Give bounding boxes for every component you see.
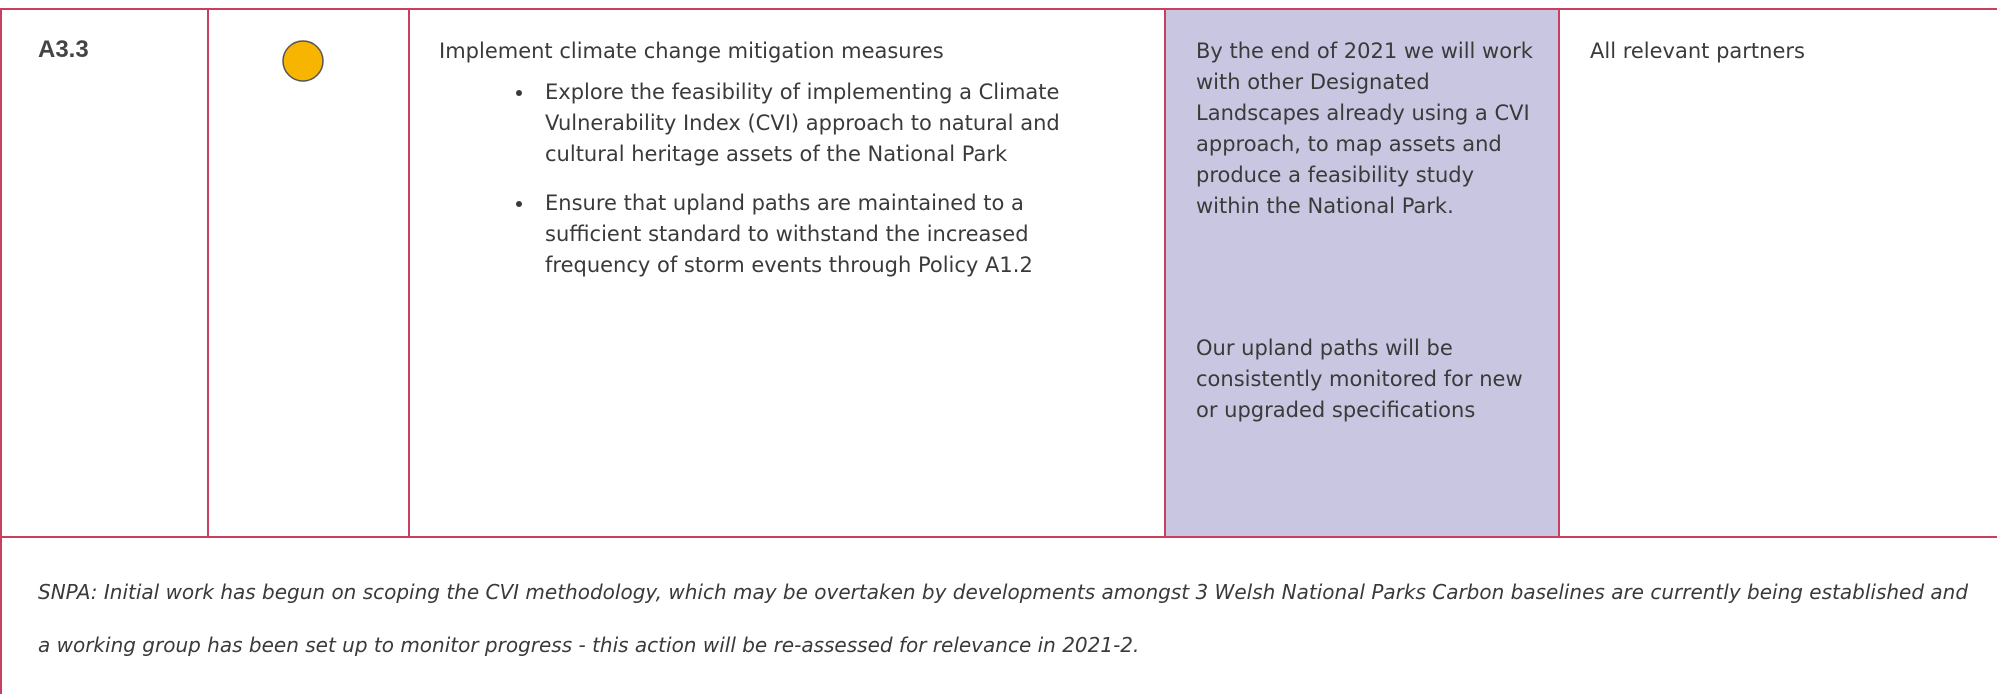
- status-icon: [282, 40, 324, 82]
- border-col: [1558, 8, 1560, 538]
- outcome-cell-background: [1166, 9, 1559, 537]
- action-cell: Implement climate change mitigation meas…: [439, 36, 1139, 299]
- action-id: A3.3: [38, 36, 89, 63]
- border-row: [0, 536, 1997, 538]
- border-col: [408, 8, 410, 538]
- border-top: [0, 8, 1997, 10]
- action-title: Implement climate change mitigation meas…: [439, 39, 944, 63]
- action-list: Explore the feasibility of implementing …: [439, 77, 1139, 281]
- partners-text: All relevant partners: [1590, 39, 1805, 63]
- note-text: SNPA: Initial work has begun on scoping …: [38, 580, 1969, 657]
- action-bullet: Explore the feasibility of implementing …: [535, 77, 1115, 170]
- outcome-text: Our upland paths will be consistently mo…: [1196, 336, 1523, 422]
- status-circle: [282, 40, 324, 82]
- border-col: [1164, 8, 1166, 538]
- border-col: [207, 8, 209, 538]
- outcome-text: By the end of 2021 we will work with oth…: [1196, 39, 1533, 218]
- action-bullet: Ensure that upland paths are maintained …: [535, 188, 1115, 281]
- border-left: [0, 8, 2, 694]
